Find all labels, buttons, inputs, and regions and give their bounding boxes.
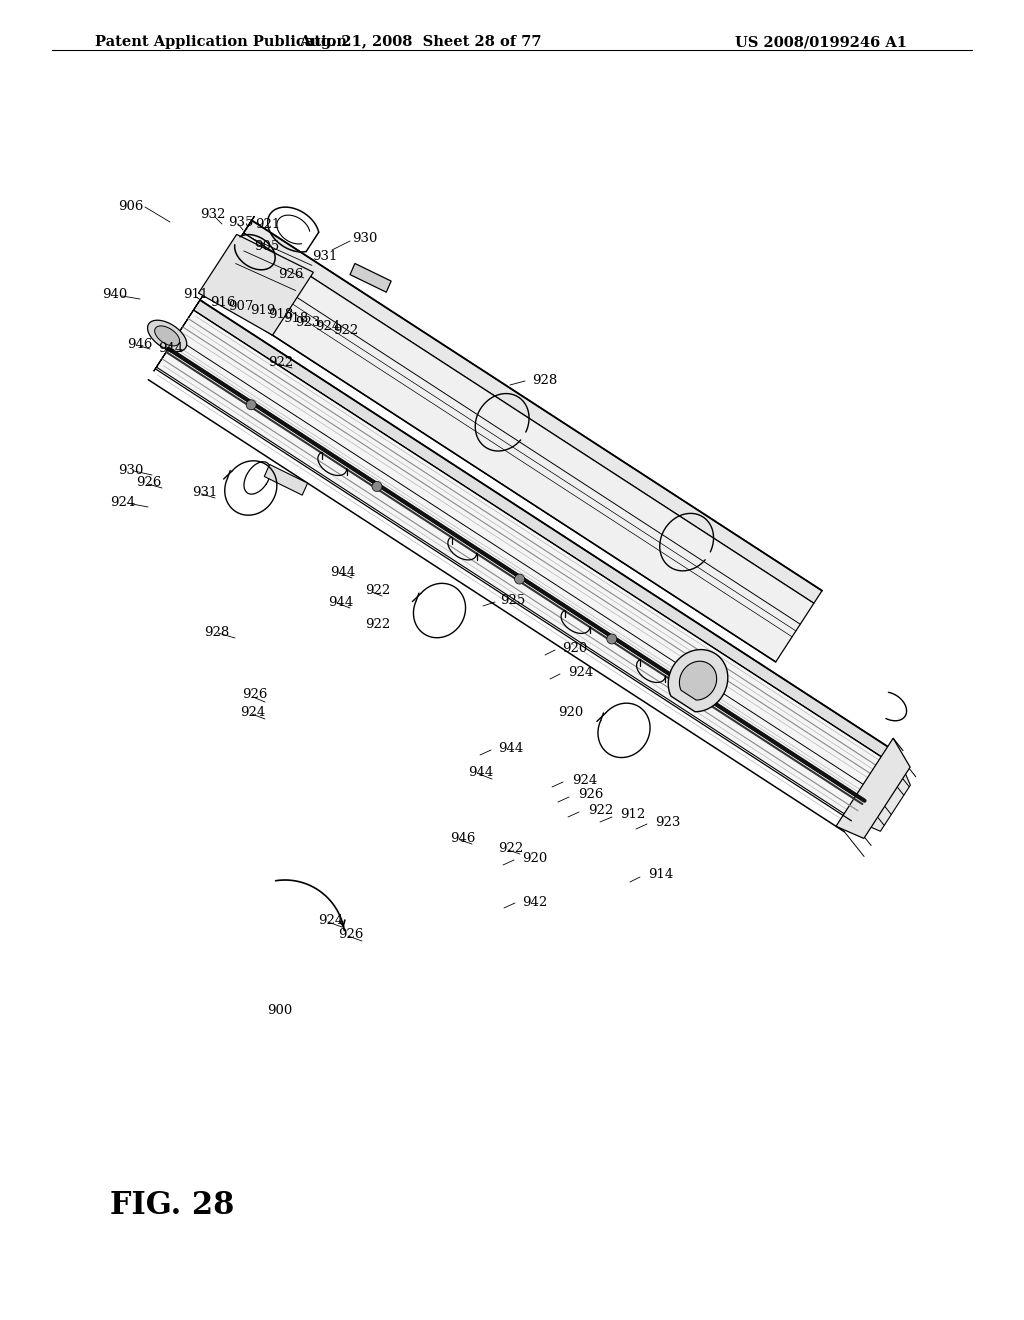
Text: 906: 906 xyxy=(118,201,143,214)
Text: 930: 930 xyxy=(352,231,378,244)
Text: 914: 914 xyxy=(648,869,673,882)
Polygon shape xyxy=(836,738,910,838)
Text: 912: 912 xyxy=(620,808,645,821)
Text: 926: 926 xyxy=(578,788,603,801)
Text: Aug. 21, 2008  Sheet 28 of 77: Aug. 21, 2008 Sheet 28 of 77 xyxy=(299,36,542,49)
Text: 922: 922 xyxy=(588,804,613,817)
Text: 905: 905 xyxy=(254,240,280,253)
Text: 900: 900 xyxy=(267,1003,293,1016)
Polygon shape xyxy=(607,634,616,644)
Polygon shape xyxy=(206,232,814,661)
Text: 946: 946 xyxy=(127,338,153,351)
Text: 924: 924 xyxy=(318,913,343,927)
Text: 922: 922 xyxy=(498,842,523,854)
Polygon shape xyxy=(350,264,391,292)
Polygon shape xyxy=(194,300,896,762)
Polygon shape xyxy=(669,649,728,711)
Text: 922: 922 xyxy=(333,323,358,337)
Text: 944: 944 xyxy=(498,742,523,755)
Polygon shape xyxy=(264,465,307,495)
Text: 924: 924 xyxy=(568,665,593,678)
Polygon shape xyxy=(853,752,910,832)
Polygon shape xyxy=(154,296,203,371)
Text: 946: 946 xyxy=(450,832,475,845)
Polygon shape xyxy=(199,235,313,335)
Text: 944: 944 xyxy=(330,565,355,578)
Text: 911: 911 xyxy=(183,289,208,301)
Text: 922: 922 xyxy=(365,583,390,597)
Text: 919: 919 xyxy=(250,304,275,317)
Polygon shape xyxy=(244,220,822,603)
Text: 926: 926 xyxy=(338,928,364,940)
Text: 907: 907 xyxy=(228,300,253,313)
Text: 924: 924 xyxy=(572,774,597,787)
Text: 924: 924 xyxy=(110,495,135,508)
Text: Patent Application Publication: Patent Application Publication xyxy=(95,36,347,49)
Text: 916: 916 xyxy=(210,296,236,309)
Text: US 2008/0199246 A1: US 2008/0199246 A1 xyxy=(735,36,907,49)
Text: 926: 926 xyxy=(242,689,267,701)
Text: 931: 931 xyxy=(193,486,217,499)
Text: 918: 918 xyxy=(268,308,293,321)
Text: 935: 935 xyxy=(228,215,253,228)
Polygon shape xyxy=(515,574,524,583)
Text: 922: 922 xyxy=(268,356,293,370)
Polygon shape xyxy=(157,310,890,820)
Text: 920: 920 xyxy=(562,642,587,655)
Text: 920: 920 xyxy=(522,851,547,865)
Text: 918: 918 xyxy=(283,312,308,325)
Text: 924: 924 xyxy=(240,705,265,718)
Polygon shape xyxy=(155,326,179,346)
Text: 944: 944 xyxy=(468,766,494,779)
Polygon shape xyxy=(206,216,254,292)
Text: 924: 924 xyxy=(315,319,340,333)
Text: 920: 920 xyxy=(558,705,584,718)
Polygon shape xyxy=(246,400,256,409)
Text: 923: 923 xyxy=(655,816,680,829)
Text: 922: 922 xyxy=(365,619,390,631)
Text: 928: 928 xyxy=(204,626,229,639)
Polygon shape xyxy=(372,482,382,491)
Text: FIG. 28: FIG. 28 xyxy=(110,1189,234,1221)
Text: 931: 931 xyxy=(312,251,337,264)
Text: 944: 944 xyxy=(158,342,183,355)
Polygon shape xyxy=(679,661,717,700)
Text: 926: 926 xyxy=(136,477,162,490)
Text: 942: 942 xyxy=(522,895,547,908)
Text: 928: 928 xyxy=(532,374,557,387)
Polygon shape xyxy=(147,321,186,351)
Text: 932: 932 xyxy=(200,209,225,222)
Text: 923: 923 xyxy=(295,315,321,329)
Text: 925: 925 xyxy=(500,594,525,606)
Text: 930: 930 xyxy=(118,463,143,477)
Text: 940: 940 xyxy=(102,289,127,301)
Text: 921: 921 xyxy=(255,219,281,231)
Text: 944: 944 xyxy=(328,595,353,609)
Text: 926: 926 xyxy=(278,268,303,281)
